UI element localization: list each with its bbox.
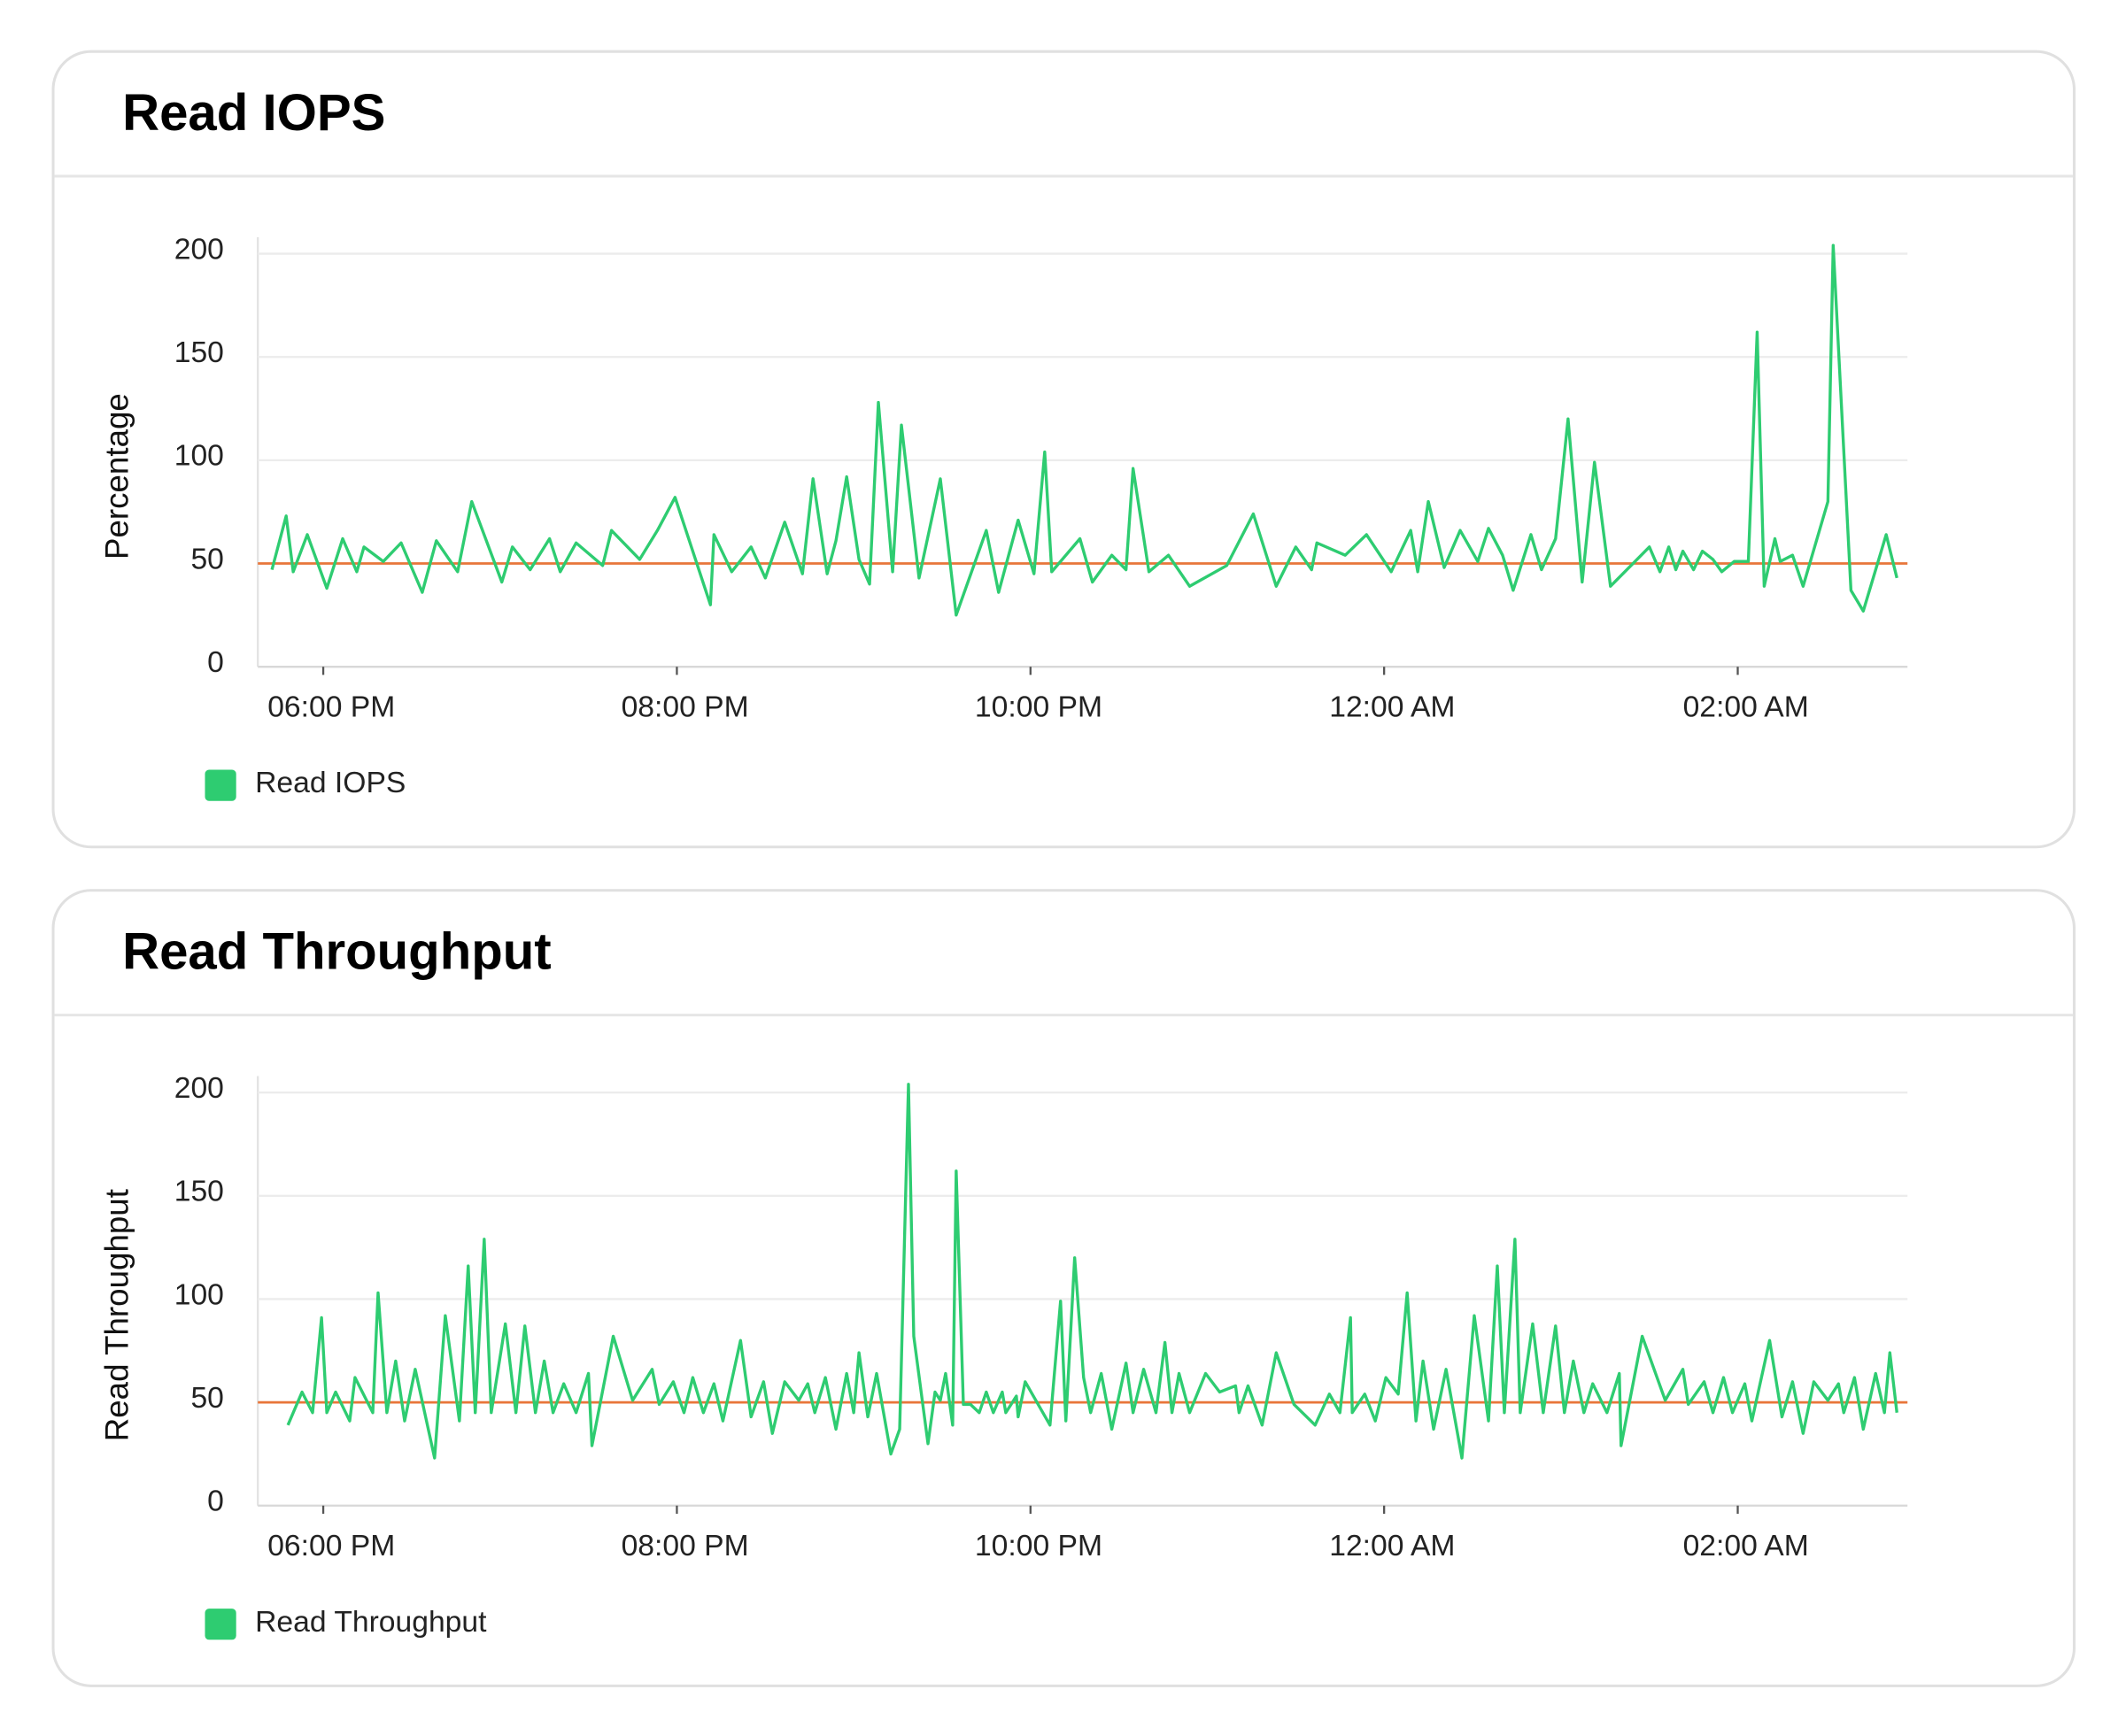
chart-title: Read IOPS xyxy=(122,84,385,142)
x-tick-label: 02:00 AM xyxy=(1683,1530,1809,1562)
y-tick-label: 100 xyxy=(174,440,224,473)
y-tick-label: 150 xyxy=(174,336,224,369)
x-tick-label: 06:00 PM xyxy=(267,1530,395,1562)
x-tick-label: 08:00 PM xyxy=(622,1530,749,1562)
x-tick-label: 10:00 PM xyxy=(975,691,1102,724)
chart-card: Read Throughput 0 50 100 150 200 06:00 PM 08:00… xyxy=(51,889,2076,1687)
x-tick-label: 08:00 PM xyxy=(622,691,749,724)
y-tick-label: 200 xyxy=(174,233,224,266)
x-tick-label: 12:00 AM xyxy=(1329,1530,1455,1562)
legend-swatch xyxy=(205,769,236,801)
y-tick-label: 50 xyxy=(190,1382,223,1415)
legend-label: Read Throughput xyxy=(255,1606,487,1639)
series-line xyxy=(270,243,1898,617)
x-tick-label: 06:00 PM xyxy=(267,691,395,724)
card xyxy=(51,889,2076,1687)
y-tick-label: 200 xyxy=(174,1072,224,1105)
y-tick-label: 150 xyxy=(174,1176,224,1208)
x-tick-label: 12:00 AM xyxy=(1329,691,1455,724)
chart-card: Read IOPS 0 50 100 150 200 06:00 PM 08:00 PM 10:… xyxy=(51,50,2076,849)
chart-title: Read Throughput xyxy=(122,923,552,981)
x-tick-label: 10:00 PM xyxy=(975,1530,1102,1562)
y-tick-label: 100 xyxy=(174,1278,224,1311)
card xyxy=(51,50,2076,849)
y-tick-label: 0 xyxy=(207,646,224,679)
y-tick-label: 0 xyxy=(207,1485,224,1518)
legend-label: Read IOPS xyxy=(255,767,406,799)
series-line xyxy=(286,1083,1898,1460)
y-axis-title: Read Throughput xyxy=(99,1189,135,1441)
y-tick-label: 50 xyxy=(190,543,223,575)
x-tick-label: 02:00 AM xyxy=(1683,691,1809,724)
legend-swatch xyxy=(205,1609,236,1640)
y-axis-title: Percentage xyxy=(99,393,135,559)
